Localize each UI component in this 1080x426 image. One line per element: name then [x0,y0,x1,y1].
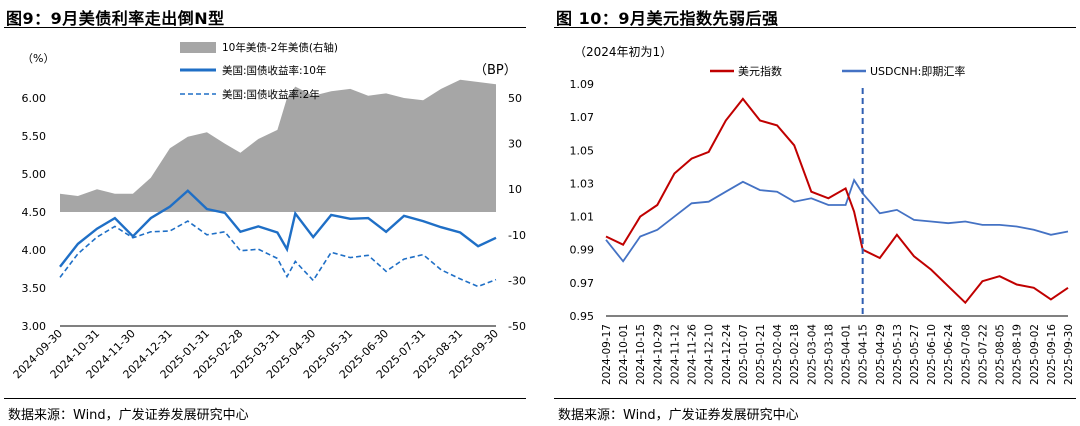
y-tick-label: 0.99 [570,244,595,257]
y-tick-label: 5.50 [22,130,47,143]
divider [554,27,1076,28]
x-tick-label: 2024-10-29 [652,324,664,385]
source-note: 数据来源：Wind，广发证券发展研究中心 [558,408,799,423]
x-tick-label: 2025-05-13 [892,324,904,385]
y2-tick-label: -50 [508,320,526,333]
x-tick-label: 2025-01-21 [755,324,767,385]
y2-tick-label: -30 [508,274,526,287]
y2-tick-label: 50 [508,92,522,105]
y-tick-label: 5.00 [22,168,47,181]
y-axis-unit: （%） [22,52,54,65]
y-tick-label: 1.01 [570,211,595,224]
x-tick-label: 2024-11-26 [687,324,699,385]
x-tick-label: 2025-07-08 [960,324,972,385]
dollar-index-line [605,97,1069,305]
y-tick-label: 0.97 [570,277,595,290]
source-note: 数据来源：Wind，广发证券发展研究中心 [8,408,249,423]
y-tick-label: 4.00 [22,244,47,257]
x-tick-label: 2024-12-10 [704,324,716,385]
x-tick-label: 2025-09-16 [1046,324,1058,385]
yield-10y-line [59,189,497,268]
y-tick-label: 3.50 [22,282,47,295]
x-tick-label: 2024-11-12 [669,324,681,385]
y2-tick-label: 30 [508,138,522,151]
spread-area [60,79,496,212]
y-tick-label: 1.05 [570,144,595,157]
x-tick-label: 2025-09-02 [1029,324,1041,385]
y2-tick-label: -10 [508,229,526,242]
x-tick-label: 2025-04-01 [841,324,853,385]
divider [554,398,1076,399]
y-tick-label: 3.00 [22,320,47,333]
divider [4,27,526,28]
legend-label: 美国:国债收益率:10年 [222,64,326,77]
legend-swatch [180,42,216,53]
divider [4,398,526,399]
x-tick-label: 2025-07-22 [977,324,989,385]
x-tick-label: 2025-01-07 [738,324,750,385]
x-tick-label: 2025-06-10 [926,324,938,385]
chart-note: （2024年初为1） [574,45,672,59]
x-tick-label: 2025-09-30 [1063,324,1075,385]
x-tick-label: 2024-12-24 [721,324,733,385]
x-tick-label: 2025-02-18 [789,324,801,385]
chart-title: 图9：9月美债利率走出倒N型 [6,9,225,28]
yield-chart: 6.00 5.50 5.00 4.50 4.00 3.50 3.00 50 30 10 -10 -30… [11,41,526,381]
y-tick-label: 6.00 [22,92,47,105]
x-tick-label: 2025-04-15 [858,324,870,385]
y-tick-label: 1.03 [570,177,595,190]
usdcnh-line [605,178,1069,263]
legend-label: 10年美债-2年美债(右轴) [222,41,338,54]
y-tick-label: 0.95 [570,310,595,323]
yield-2y-line [59,220,497,288]
legend-label: 美元指数 [738,64,782,78]
x-tick-label: 2025-06-24 [943,324,955,385]
x-tick-label: 2025-03-18 [823,324,835,385]
y-tick-label: 4.50 [22,206,47,219]
x-tick-label: 2024-10-15 [635,324,647,385]
x-tick-label: 2025-05-27 [909,324,921,385]
x-tick-label: 2025-08-05 [995,324,1007,385]
x-tick-label: 2025-03-04 [806,324,818,385]
x-tick-label: 2025-08-19 [1012,324,1024,385]
left-chart-panel: 图9：9月美债利率走出倒N型 6.00 5.50 5.00 4.50 4.00 3.50 3… [0,0,530,426]
legend-label: 美国:国债收益率:2年 [222,88,320,101]
right-chart-panel: 图 10：9月美元指数先弱后强 1.09 1.07 1.05 1.03 1.01 0.99… [550,0,1080,426]
y-tick-label: 1.09 [570,78,595,91]
x-tick-label: 2024-10-01 [618,324,630,385]
y-tick-label: 1.07 [570,111,595,124]
x-tick-label: 2024-09-17 [601,324,613,385]
y2-tick-label: 10 [508,183,522,196]
y2-axis-unit: （BP） [474,63,517,78]
x-tick-label: 2025-04-29 [875,324,887,385]
x-tick-label: 2025-02-04 [772,324,784,385]
chart-title: 图 10：9月美元指数先弱后强 [556,9,779,28]
dollar-index-chart: 1.09 1.07 1.05 1.03 1.01 0.99 0.97 0.95 2024-09-… [570,45,1076,385]
legend-label: USDCNH:即期汇率 [870,64,965,78]
